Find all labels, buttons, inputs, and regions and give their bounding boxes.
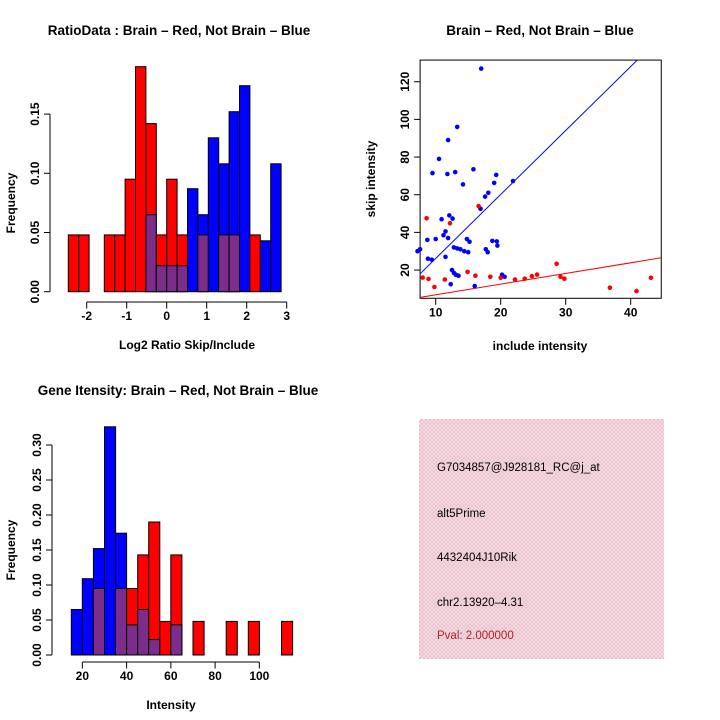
panel-info: G7034857@J928181_RC@j_at alt5Prime 44324… <box>360 360 720 720</box>
svg-text:120: 120 <box>398 71 412 91</box>
svg-text:0.00: 0.00 <box>28 280 42 304</box>
svg-text:20: 20 <box>398 263 412 277</box>
svg-text:20: 20 <box>76 669 90 683</box>
svg-text:0.10: 0.10 <box>30 573 44 597</box>
svg-text:80: 80 <box>208 669 222 683</box>
svg-text:20: 20 <box>494 305 508 319</box>
svg-text:0.05: 0.05 <box>28 220 42 244</box>
gene-histogram-title: Gene Itensity: Brain – Red, Not Brain – … <box>38 383 319 398</box>
svg-text:0.30: 0.30 <box>30 433 44 457</box>
scatter-xlabel: include intensity <box>493 339 588 353</box>
svg-text:0.15: 0.15 <box>28 102 42 126</box>
svg-text:-1: -1 <box>121 309 132 323</box>
panel-scatter: 10 20 30 40 20 40 60 80 100 120 Brain – Red, Not … <box>360 0 720 360</box>
chromosome-location: chr2.13920–4.31 <box>437 597 524 609</box>
scatter-layer: 10 20 30 40 20 40 60 80 100 120 <box>398 59 662 319</box>
svg-text:40: 40 <box>120 669 134 683</box>
svg-text:40: 40 <box>398 225 412 239</box>
gene-symbol: 4432404J10Rik <box>437 552 517 564</box>
ratio-histogram-ylabel: Frequency <box>4 172 18 233</box>
svg-text:100: 100 <box>249 669 269 683</box>
svg-text:0: 0 <box>163 309 170 323</box>
svg-text:0.10: 0.10 <box>28 161 42 185</box>
probe-id: G7034857@J928181_RC@j_at <box>437 462 600 474</box>
gene-histogram-xlabel: Intensity <box>146 698 196 712</box>
info-panel: G7034857@J928181_RC@j_at alt5Prime 44324… <box>419 419 664 659</box>
ratio-histogram-xlabel: Log2 Ratio Skip/Include <box>119 338 255 352</box>
ratio-histogram-layer: 0.00 0.05 0.10 0.15 -2 -1 0 1 2 3 <box>28 66 290 323</box>
svg-text:0.20: 0.20 <box>30 503 44 527</box>
svg-text:40: 40 <box>624 305 638 319</box>
scatter-plot: 10 20 30 40 20 40 60 80 100 120 Brain – Red, Not … <box>364 23 662 353</box>
svg-text:30: 30 <box>559 305 573 319</box>
svg-text:100: 100 <box>398 109 412 129</box>
svg-text:0.25: 0.25 <box>30 468 44 492</box>
scatter-title: Brain – Red, Not Brain – Blue <box>446 23 634 38</box>
svg-text:1: 1 <box>203 309 210 323</box>
panel-gene-histogram: 0.00 0.05 0.10 0.15 0.20 0.25 0.30 20 40 60 80 100 … <box>0 360 360 720</box>
svg-text:0.15: 0.15 <box>30 538 44 562</box>
pval-text: Pval: 2.000000 <box>437 630 514 642</box>
svg-text:60: 60 <box>164 669 178 683</box>
ratio-histogram-plot: 0.00 0.05 0.10 0.15 -2 -1 0 1 2 3 RatioData : Bra… <box>4 23 311 352</box>
scatter-ylabel: skip intensity <box>364 140 378 217</box>
ratio-histogram-title: RatioData : Brain – Red, Not Brain – Blu… <box>48 23 311 38</box>
svg-text:10: 10 <box>429 305 443 319</box>
splice-type: alt5Prime <box>437 508 486 520</box>
gene-histogram-layer: 0.00 0.05 0.10 0.15 0.20 0.25 0.30 20 40 60 80 100 <box>30 426 294 683</box>
svg-text:-2: -2 <box>81 309 92 323</box>
svg-text:3: 3 <box>283 309 290 323</box>
svg-text:80: 80 <box>398 150 412 164</box>
gene-histogram-ylabel: Frequency <box>4 519 18 580</box>
panel-ratio-histogram: 0.00 0.05 0.10 0.15 -2 -1 0 1 2 3 RatioData : Bra… <box>0 0 360 360</box>
svg-text:2: 2 <box>243 309 250 323</box>
svg-text:0.00: 0.00 <box>30 643 44 667</box>
svg-text:0.05: 0.05 <box>30 608 44 632</box>
svg-text:60: 60 <box>398 188 412 202</box>
